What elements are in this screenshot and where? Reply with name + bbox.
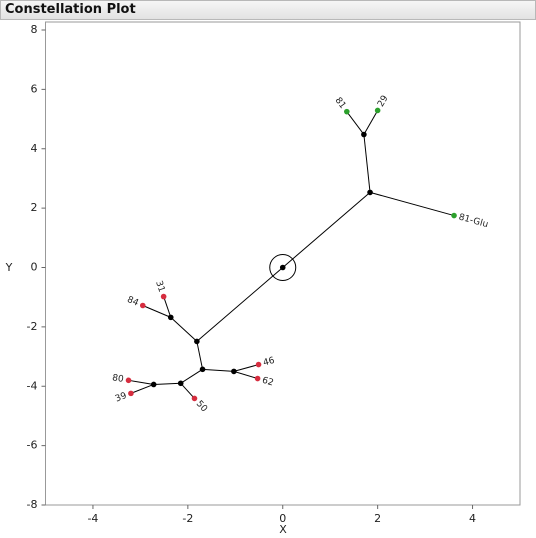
edge [196,341,204,370]
node-label: 50 [194,399,209,414]
edge [128,379,154,385]
node [231,368,237,375]
node [367,189,373,196]
y-axis-label: Y [5,261,13,274]
title-bar: Constellation Plot [0,0,536,20]
x-tick-label: 2 [374,512,381,525]
y-tick-label: -6 [27,439,38,452]
node-label: 62 [261,376,275,389]
y-tick-label: 0 [31,261,38,274]
edge [180,382,195,399]
node [254,375,261,382]
y-tick-label: -8 [27,498,38,511]
edge [346,111,365,135]
node [160,293,167,300]
edge [196,267,284,342]
x-tick-label: -2 [182,512,193,525]
y-tick-label: 4 [31,142,38,155]
title: Constellation Plot [5,2,136,17]
y-tick-label: 6 [31,82,38,95]
plot-frame [45,21,521,506]
edge [282,192,371,268]
node [361,131,367,138]
edge [363,134,371,193]
edge [170,317,198,342]
node [177,380,184,387]
node-label: 31 [153,280,166,294]
edge [369,191,455,217]
node [194,338,200,345]
node [344,108,350,115]
edge [130,384,154,394]
x-axis-label: X [279,523,287,536]
edge [180,368,203,384]
node-label: 84 [125,295,140,309]
edge [153,382,181,385]
node [374,107,381,114]
node-label: 39 [114,391,129,405]
edge [363,110,379,135]
node-label: 29 [376,94,391,109]
edge [233,370,258,380]
node-label: 80 [111,373,124,385]
node-label: 81-Glu [457,213,489,231]
node-label: 46 [262,356,276,369]
node [125,377,132,384]
y-tick-label: -4 [27,379,38,392]
edge [202,368,234,372]
x-tick-label: -4 [87,512,98,525]
node [191,395,198,402]
root-ring [269,254,297,281]
node [150,381,157,388]
node-label: 81 [333,96,348,111]
edge [142,305,171,318]
node [167,314,174,321]
y-tick-label: 8 [31,23,38,36]
node [139,302,146,309]
node [128,390,134,397]
node [255,361,262,368]
node [279,264,286,271]
edge [163,296,172,318]
edge [233,364,259,372]
y-tick-label: -2 [27,320,38,333]
x-tick-label: 0 [279,512,286,525]
y-tick-label: 2 [31,201,38,214]
x-tick-label: 4 [469,512,476,525]
node [199,366,206,373]
node [451,212,457,219]
